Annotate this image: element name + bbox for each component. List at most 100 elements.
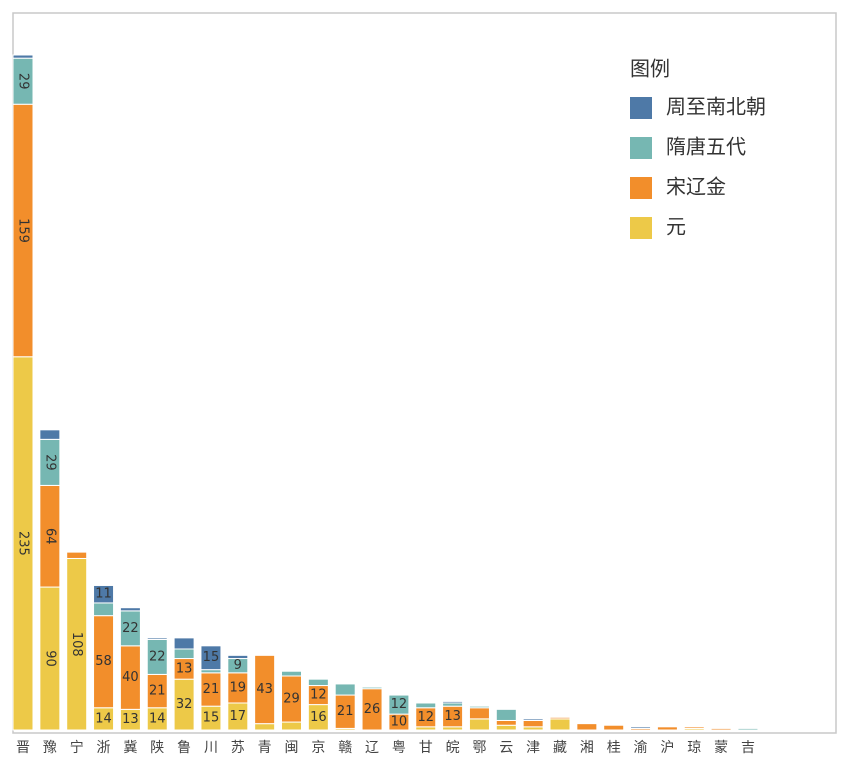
data-label: 29: [16, 73, 31, 90]
x-tick-label: 浙: [97, 740, 111, 756]
data-label: 15: [203, 711, 220, 726]
legend-swatch: [630, 97, 652, 119]
data-label: 19: [230, 680, 247, 695]
data-label: 9: [234, 658, 242, 673]
legend-label: 隋唐五代: [666, 135, 746, 159]
x-tick-label: 粤: [392, 740, 406, 756]
bar-segment: [307, 678, 329, 687]
bar-segment: [603, 724, 625, 731]
data-label: 22: [149, 649, 166, 664]
data-label: 21: [337, 704, 354, 719]
x-tick-label: 晋: [16, 740, 30, 756]
x-tick-label: 蒙: [714, 740, 728, 756]
legend-title: 图例: [630, 57, 670, 81]
bar-segment: [388, 694, 410, 715]
x-tick-label: 辽: [365, 740, 379, 756]
legend-label: 元: [666, 215, 686, 239]
bar-segment: [549, 718, 571, 731]
bar-segment: [415, 702, 437, 709]
data-label: 26: [364, 702, 381, 717]
bar-segment: [281, 721, 302, 731]
data-label: 43: [256, 682, 273, 697]
x-tick-label: 京: [311, 740, 325, 756]
data-label: 13: [444, 709, 461, 724]
bar-segment: [227, 654, 249, 660]
x-tick-label: 鄂: [472, 740, 486, 756]
x-tick-label: 沪: [660, 740, 674, 756]
bar-segment: [93, 602, 115, 617]
bar-segment: [495, 719, 517, 726]
x-tick-label: 陕: [150, 740, 164, 756]
bar-segment: [93, 584, 115, 604]
x-tick-label: 津: [526, 740, 540, 756]
x-tick-label: 冀: [123, 740, 137, 756]
x-tick-label: 鲁: [177, 740, 191, 756]
data-label: 14: [149, 711, 166, 726]
data-label: 90: [42, 650, 57, 667]
data-label: 108: [69, 632, 84, 657]
bar-segment: [254, 723, 276, 731]
bar-segment: [200, 645, 222, 671]
x-tick-label: 川: [204, 740, 218, 756]
data-label: 29: [42, 454, 57, 471]
bar-segment: [361, 686, 383, 690]
x-tick-label: 苏: [231, 740, 245, 756]
data-label: 159: [16, 218, 31, 243]
x-tick-label: 青: [258, 740, 272, 756]
bar-segment: [495, 708, 517, 721]
x-tick-label: 琼: [687, 740, 701, 756]
x-tick-label: 吉: [741, 740, 755, 756]
bar-segment: [119, 607, 141, 612]
bar-segment: [39, 429, 61, 440]
bar-segment: [254, 654, 276, 725]
bar-segment: [334, 683, 356, 696]
x-tick-label: 藏: [553, 740, 567, 756]
data-label: 29: [283, 692, 300, 707]
x-tick-label: 皖: [446, 740, 460, 756]
bar-segment: [630, 726, 652, 729]
x-tick-label: 桂: [607, 740, 621, 756]
x-tick-label: 闽: [285, 740, 299, 756]
x-tick-label: 宁: [70, 739, 84, 756]
data-label: 32: [176, 697, 193, 712]
data-label: 17: [230, 709, 247, 724]
bar-segment: [737, 727, 759, 731]
data-label: 12: [391, 697, 408, 712]
data-label: 58: [95, 654, 112, 669]
legend-label: 周至南北朝: [666, 95, 766, 119]
bar-segment: [173, 648, 195, 660]
data-label: 21: [149, 684, 166, 699]
data-label: 12: [310, 688, 327, 703]
bar-segment: [576, 723, 598, 731]
bar-segment: [146, 637, 168, 640]
data-label: 13: [122, 712, 139, 727]
data-label: 21: [203, 682, 220, 697]
bar-segment: [683, 726, 705, 729]
bar-segment: [522, 718, 544, 721]
data-label: 11: [95, 587, 112, 602]
bar-segment: [173, 637, 195, 650]
bar-segment: [710, 727, 732, 731]
x-tick-label: 甘: [419, 740, 433, 756]
bar-segment: [522, 719, 544, 728]
x-tick-label: 渝: [634, 740, 648, 756]
x-tick-label: 云: [499, 740, 513, 756]
legend-swatch: [630, 137, 652, 159]
bar-segment: [12, 54, 34, 59]
data-label: 64: [42, 528, 57, 545]
data-label: 12: [417, 710, 434, 725]
bar-segment: [656, 726, 678, 731]
x-tick-label: 赣: [338, 740, 352, 756]
bar-segment: [281, 670, 302, 677]
legend-label: 宋辽金: [666, 175, 726, 199]
bar-segment: [495, 724, 517, 731]
legend-swatch: [630, 217, 652, 239]
data-label: 16: [310, 710, 327, 725]
bar-segment: [549, 716, 571, 720]
legend-swatch: [630, 177, 652, 199]
bar-segment: [468, 718, 490, 731]
bar-segment: [66, 551, 88, 559]
data-label: 235: [16, 531, 31, 556]
